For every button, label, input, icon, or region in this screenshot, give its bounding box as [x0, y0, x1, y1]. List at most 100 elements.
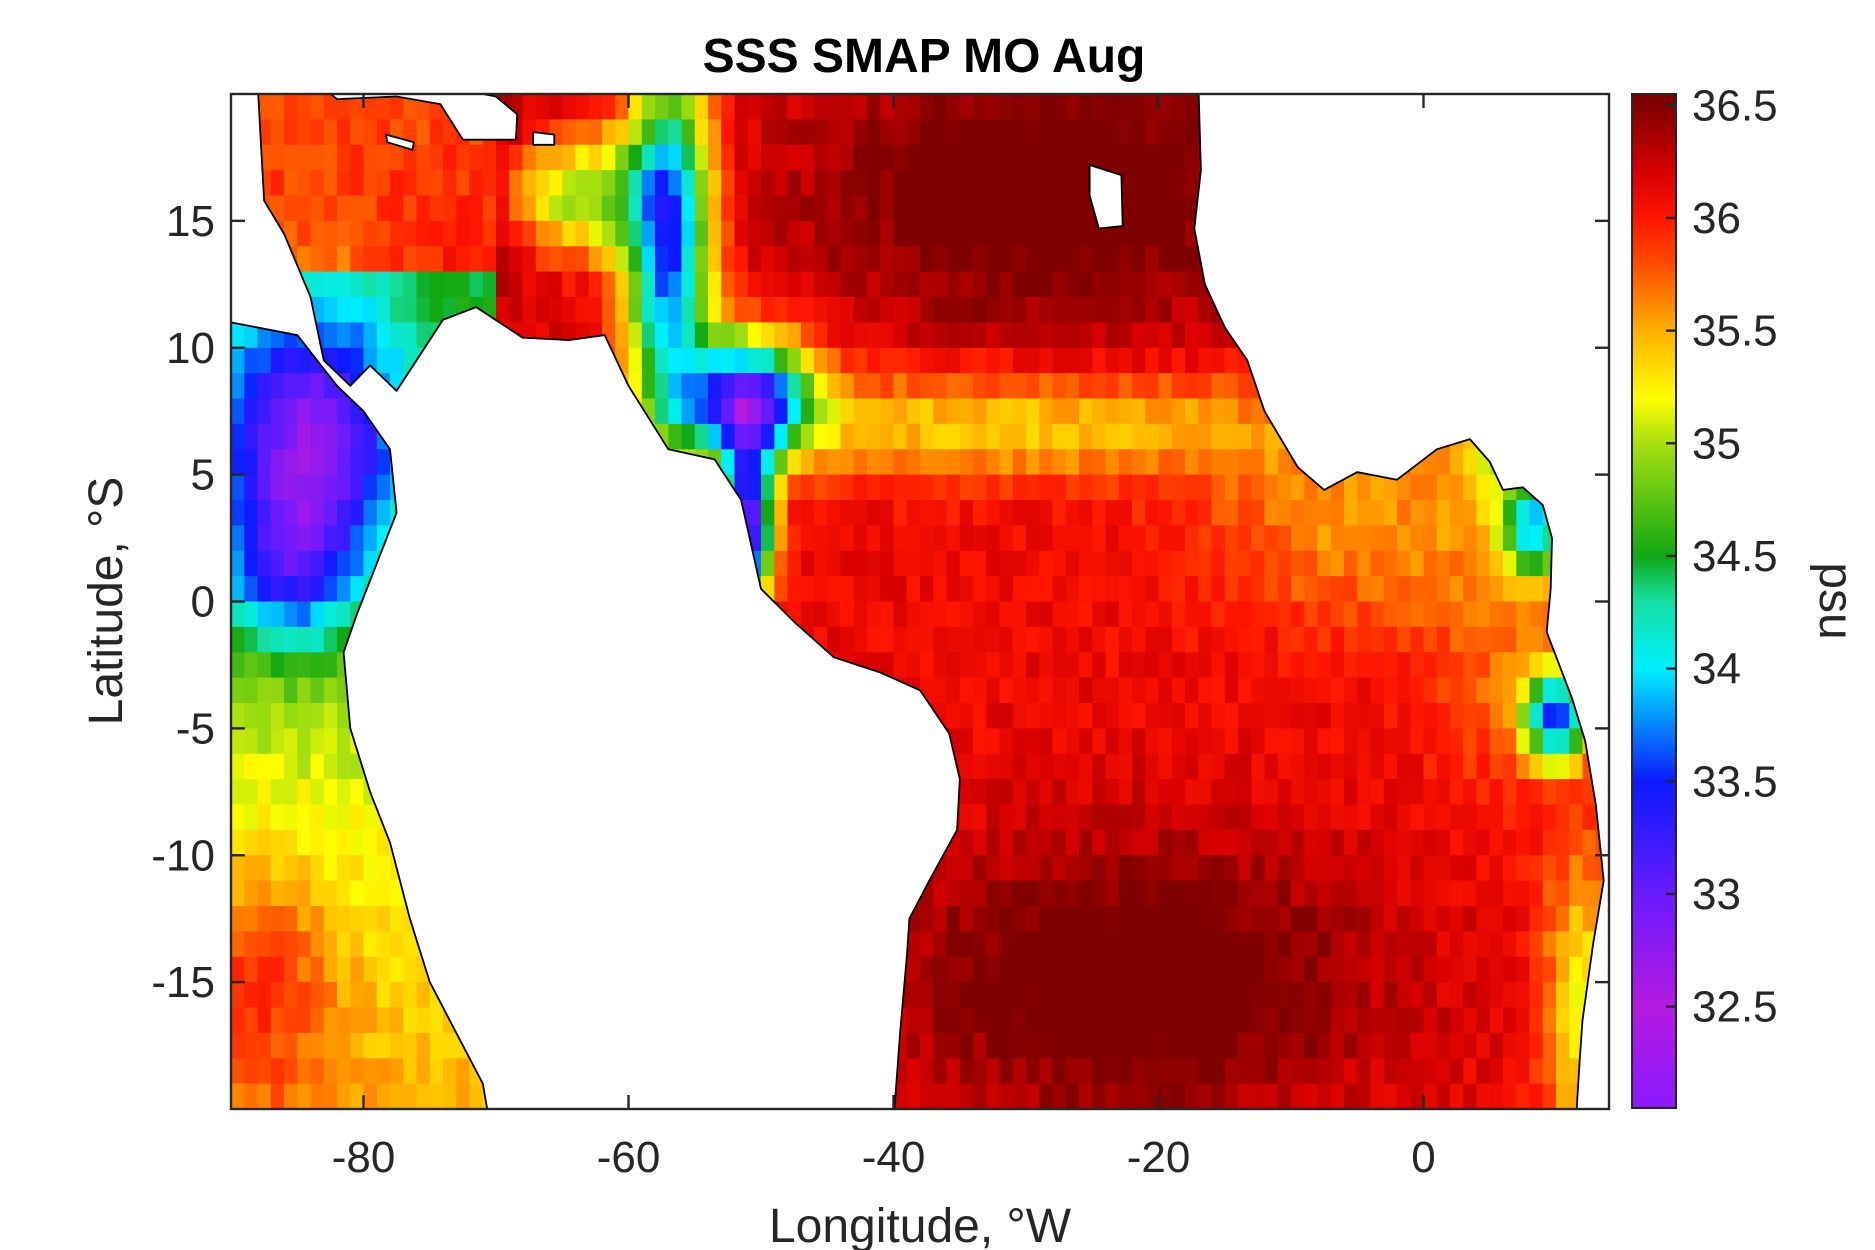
heatmap-cell: [1211, 576, 1226, 603]
heatmap-cell: [1489, 1058, 1504, 1085]
heatmap-cell: [1185, 804, 1199, 831]
heatmap-cell: [1026, 398, 1040, 425]
heatmap-cell: [390, 246, 404, 273]
heatmap-cell: [1317, 525, 1332, 552]
heatmap-cell: [1370, 956, 1385, 983]
heatmap-cell: [284, 804, 298, 831]
heatmap-cell: [1317, 956, 1332, 983]
heatmap-cell: [1330, 652, 1345, 679]
heatmap-cell: [284, 449, 298, 476]
heatmap-cell: [1224, 474, 1239, 501]
heatmap-cell: [973, 170, 987, 197]
heatmap-cell: [986, 1007, 1001, 1034]
heatmap-cell: [310, 906, 325, 932]
heatmap-cell: [1436, 500, 1451, 526]
heatmap-cell: [270, 880, 285, 907]
heatmap-cell: [1516, 525, 1531, 552]
heatmap-cell: [1092, 1058, 1107, 1085]
heatmap-cell: [959, 576, 974, 603]
heatmap-cell: [641, 322, 656, 349]
heatmap-cell: [800, 373, 815, 400]
heatmap-cell: [1264, 1083, 1279, 1109]
heatmap-cell: [1185, 297, 1199, 323]
heatmap-cell: [403, 220, 418, 247]
heatmap-cell: [1012, 94, 1027, 120]
heatmap-cell: [1317, 677, 1332, 704]
heatmap-cell: [1529, 931, 1544, 958]
heatmap-cell: [1436, 1083, 1451, 1109]
heatmap-cell: [1344, 1058, 1358, 1085]
heatmap-cell: [390, 956, 404, 983]
heatmap-cell: [1171, 195, 1186, 222]
heatmap-cell: [1198, 1032, 1213, 1059]
heatmap-cell: [1357, 728, 1372, 755]
heatmap-cell: [893, 576, 908, 603]
heatmap-cell: [1489, 525, 1504, 552]
heatmap-cell: [1012, 423, 1027, 450]
heatmap-cell: [628, 144, 643, 171]
heatmap-cell: [787, 195, 802, 222]
heatmap-cell: [1344, 804, 1358, 831]
heatmap-cell: [323, 652, 338, 679]
heatmap-cell: [337, 220, 351, 247]
heatmap-cell: [284, 956, 298, 983]
heatmap-cell: [1423, 525, 1438, 552]
heatmap-cell: [734, 271, 749, 298]
heatmap-cell: [1039, 779, 1054, 806]
heatmap-cell: [1118, 423, 1133, 450]
heatmap-cell: [1065, 576, 1080, 603]
heatmap-cell: [1079, 220, 1093, 247]
heatmap-cell: [1317, 906, 1332, 932]
heatmap-cell: [880, 119, 895, 146]
heatmap-cell: [1224, 956, 1239, 983]
heatmap-cell: [231, 982, 245, 1009]
heatmap-cell: [721, 449, 736, 476]
heatmap-cell: [323, 779, 338, 806]
plot-area: [231, 94, 1609, 1109]
heatmap-cell: [284, 652, 298, 679]
heatmap-cell: [270, 576, 285, 603]
heatmap-cell: [867, 246, 881, 273]
heatmap-cell: [1344, 500, 1358, 526]
heatmap-cell: [257, 576, 272, 603]
heatmap-cell: [999, 322, 1014, 349]
heatmap-cell: [1105, 829, 1120, 856]
heatmap-cell: [999, 449, 1014, 476]
heatmap-cell: [1105, 1032, 1120, 1059]
heatmap-cell: [959, 779, 974, 806]
heatmap-cell: [708, 195, 722, 222]
heatmap-cell: [337, 500, 351, 526]
heatmap-cell: [999, 956, 1014, 983]
heatmap-cell: [973, 753, 987, 780]
heatmap-cell: [1026, 880, 1040, 907]
heatmap-cell: [1145, 576, 1160, 603]
heatmap-cell: [1052, 246, 1067, 273]
heatmap-cell: [1569, 855, 1584, 882]
heatmap-cell: [999, 728, 1014, 755]
heatmap-cell: [1198, 728, 1213, 755]
heatmap-cell: [443, 271, 457, 298]
heatmap-cell: [814, 423, 828, 450]
heatmap-cell: [1291, 880, 1305, 907]
heatmap-cell: [1185, 931, 1199, 958]
heatmap-cell: [800, 144, 815, 171]
heatmap-cell: [1211, 1083, 1226, 1109]
heatmap-cell: [1132, 829, 1146, 856]
heatmap-cell: [774, 246, 789, 273]
heatmap-cell: [708, 271, 722, 298]
heatmap-cell: [1529, 703, 1544, 729]
heatmap-cell: [231, 474, 245, 501]
heatmap-cell: [1264, 677, 1279, 704]
heatmap-cell: [1198, 703, 1213, 729]
heatmap-cell: [1264, 1032, 1279, 1059]
heatmap-cell: [1052, 525, 1067, 552]
heatmap-cell: [986, 271, 1001, 298]
heatmap-cell: [1330, 779, 1345, 806]
heatmap-cell: [1065, 677, 1080, 704]
heatmap-cell: [257, 1032, 272, 1059]
heatmap-cell: [893, 297, 908, 323]
heatmap-cell: [1224, 500, 1239, 526]
heatmap-cell: [1198, 931, 1213, 958]
heatmap-cell: [1330, 906, 1345, 932]
heatmap-cell: [1132, 119, 1146, 146]
